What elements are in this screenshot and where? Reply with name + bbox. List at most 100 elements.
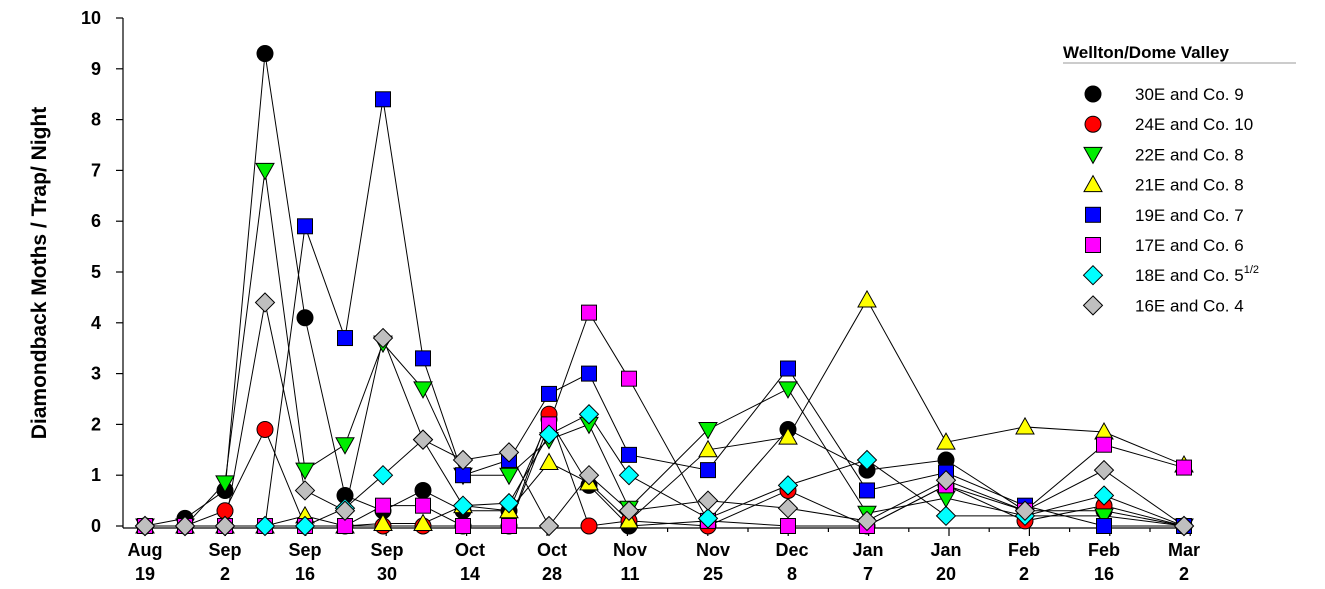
x-tick-label-month: Sep <box>288 540 321 560</box>
x-tick-label-month: Dec <box>775 540 808 560</box>
data-point <box>375 497 391 514</box>
legend-items: 30E and Co. 9 24E and Co. 10 22E and Co. 8… <box>1082 85 1259 316</box>
data-point <box>499 467 519 486</box>
x-tick-label-day: 16 <box>1094 564 1114 584</box>
legend-marker <box>1082 295 1104 316</box>
data-point <box>621 446 637 463</box>
data-point <box>778 381 798 399</box>
data-point <box>334 500 356 521</box>
x-tick-label-month: Feb <box>1088 540 1120 560</box>
x-tick-label-day: 25 <box>703 564 723 584</box>
y-tick-label: 9 <box>91 59 101 79</box>
data-point <box>372 327 394 349</box>
data-point <box>780 360 796 377</box>
data-point <box>697 508 719 529</box>
legend-marker <box>1082 264 1104 286</box>
data-point <box>256 420 274 438</box>
legend-label: 19E and Co. 7 <box>1135 206 1244 225</box>
data-point <box>1176 459 1192 476</box>
data-point <box>498 492 520 514</box>
data-point <box>581 304 597 321</box>
data-point <box>254 515 276 537</box>
data-point <box>581 365 597 382</box>
x-tick-label-day: 2 <box>220 564 230 584</box>
series-line-5 <box>145 99 1184 527</box>
legend-label-text: 16E and Co. 4 <box>1135 296 1244 315</box>
legend-label: 30E and Co. 9 <box>1135 85 1244 104</box>
x-tick-label-day: 20 <box>936 564 956 584</box>
data-point <box>538 515 560 537</box>
y-tick-label: 3 <box>91 364 101 384</box>
x-tick-label-month: Nov <box>696 540 730 560</box>
legend-entry: 21E and Co. 8 <box>1083 174 1244 195</box>
legend-label: 16E and Co. 4 <box>1135 296 1244 315</box>
legend-marker <box>1083 146 1103 165</box>
x-tick-label-day: 2 <box>1179 564 1189 584</box>
x-tick-label-month: Nov <box>613 540 647 560</box>
data-point <box>618 500 640 521</box>
data-point <box>337 330 353 347</box>
x-tick-label-day: 11 <box>620 564 639 584</box>
data-point <box>452 449 474 471</box>
series-line-1 <box>144 53 1185 527</box>
x-tick-label: Sep 2 <box>208 540 241 584</box>
y-tick-label: 0 <box>91 516 101 536</box>
x-tick-label-month: Feb <box>1008 540 1040 560</box>
x-tick-label: Sep 16 <box>288 540 321 584</box>
data-point <box>501 518 517 534</box>
data-point <box>856 449 878 471</box>
data-point <box>856 510 878 532</box>
data-point <box>412 429 434 450</box>
legend-entry: 19E and Co. 7 <box>1085 206 1244 225</box>
data-point <box>214 515 236 537</box>
x-tick-label-month: Oct <box>537 540 567 560</box>
legend-label: 24E and Co. 10 <box>1135 115 1253 134</box>
x-tick-label: Nov 11 <box>613 540 647 584</box>
x-tick-label-day: 30 <box>377 564 397 584</box>
x-tick-label-month: Sep <box>370 540 403 560</box>
data-point <box>539 452 559 470</box>
data-point <box>372 464 394 486</box>
x-tick-label-month: Jan <box>852 540 883 560</box>
x-ticks: Aug19Sep2Sep16Sep30Oct14Oct28Nov11Nov25D… <box>128 528 1200 584</box>
data-point <box>413 381 433 399</box>
x-tick-label-month: Aug <box>128 540 163 560</box>
x-tick-label-month: Sep <box>208 540 241 560</box>
data-point <box>697 490 719 511</box>
data-point <box>777 498 799 519</box>
data-point <box>698 439 718 458</box>
y-tick-label: 8 <box>91 110 101 130</box>
legend-entry: 30E and Co. 9 <box>1084 85 1244 104</box>
data-point <box>621 370 637 387</box>
data-point <box>254 292 276 313</box>
x-tick-label: Dec 8 <box>775 540 808 584</box>
legend-marker <box>1084 85 1102 103</box>
legend-label: 18E and Co. 51/2 <box>1135 264 1259 285</box>
data-point <box>1094 508 1114 526</box>
x-tick-label: Feb 2 <box>1008 540 1040 584</box>
legend-entry: 22E and Co. 8 <box>1083 145 1244 165</box>
y-tick-label: 7 <box>91 160 101 180</box>
x-tick-label-month: Oct <box>455 540 485 560</box>
x-tick-label: Oct 14 <box>455 540 485 584</box>
data-point <box>1093 485 1115 506</box>
legend-label-text: 18E and Co. 5 <box>1135 266 1244 285</box>
data-point <box>580 517 598 535</box>
legend-label-text: 24E and Co. 10 <box>1135 115 1253 134</box>
x-tick-label: Oct 28 <box>537 540 567 584</box>
data-point <box>335 437 355 455</box>
x-tick-label: Mar 2 <box>1168 540 1200 584</box>
data-point <box>296 309 314 327</box>
axes <box>122 18 1188 529</box>
legend-entry: 18E and Co. 51/2 <box>1082 264 1259 286</box>
legend-label: 21E and Co. 8 <box>1135 176 1244 195</box>
legend-marker <box>1084 115 1102 133</box>
data-point <box>778 427 798 445</box>
x-tick-label: Jan 20 <box>930 540 961 584</box>
x-tick-label: Jan 7 <box>852 540 883 584</box>
data-point <box>700 462 716 479</box>
y-tick-label: 2 <box>91 414 101 434</box>
x-tick-label: Nov 25 <box>696 540 730 584</box>
data-point <box>936 432 956 450</box>
